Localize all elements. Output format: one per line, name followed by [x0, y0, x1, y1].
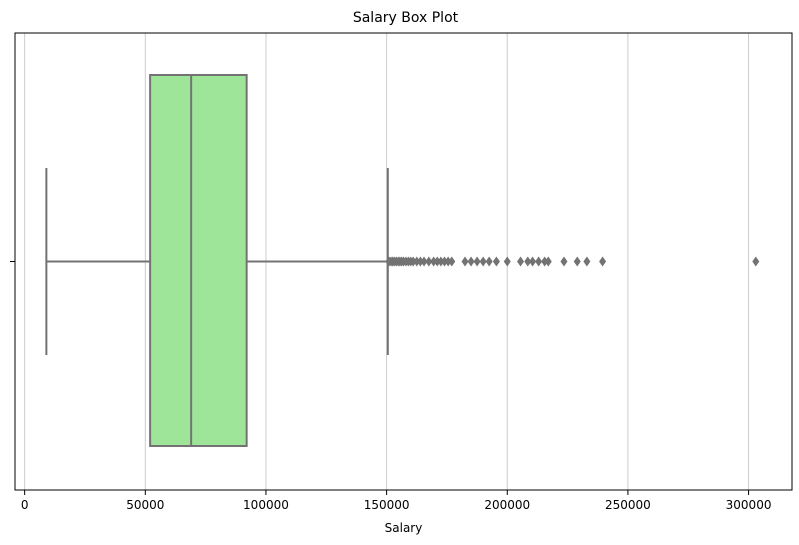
outlier-point	[444, 256, 452, 267]
outlier-point	[524, 256, 532, 267]
outlier-point	[448, 256, 456, 267]
x-tick-label: 300000	[726, 498, 772, 512]
outlier-point	[467, 256, 475, 267]
outlier-point	[599, 256, 607, 267]
outlier-point	[517, 256, 525, 267]
x-axis-label: Salary	[385, 521, 423, 535]
outlier-point	[485, 256, 493, 267]
outlier-point	[425, 256, 433, 267]
box-plot	[45, 74, 389, 447]
outlier-point	[479, 256, 487, 267]
outlier-point	[420, 256, 428, 267]
outlier-point	[503, 256, 511, 267]
outlier-point	[544, 256, 552, 267]
x-tick-label: 200000	[484, 498, 530, 512]
outlier-point	[416, 256, 424, 267]
outlier-point	[535, 256, 543, 267]
x-axis-ticks: 0 50000 100000 150000 200000 250000 300000	[21, 490, 772, 512]
outlier-point	[409, 256, 417, 267]
chart-title: Salary Box Plot	[353, 10, 459, 26]
outlier-point	[430, 256, 438, 267]
outlier-point	[583, 256, 591, 267]
outlier-point	[573, 256, 581, 267]
outlier-points	[385, 256, 760, 267]
outlier-point	[529, 256, 537, 267]
outlier-point	[541, 256, 549, 267]
outlier-point	[461, 256, 469, 267]
outlier-point	[473, 256, 481, 267]
interquartile-box	[149, 74, 248, 447]
outlier-point	[752, 256, 760, 267]
x-tick-label: 50000	[126, 498, 164, 512]
outlier-point	[433, 256, 441, 267]
x-tick-label: 150000	[364, 498, 410, 512]
x-tick-label: 250000	[605, 498, 651, 512]
outlier-point	[492, 256, 500, 267]
outlier-point	[437, 256, 445, 267]
outlier-point	[413, 256, 421, 267]
outlier-point	[441, 256, 449, 267]
x-tick-label: 100000	[243, 498, 289, 512]
outlier-point	[560, 256, 568, 267]
x-tick-label: 0	[21, 498, 29, 512]
